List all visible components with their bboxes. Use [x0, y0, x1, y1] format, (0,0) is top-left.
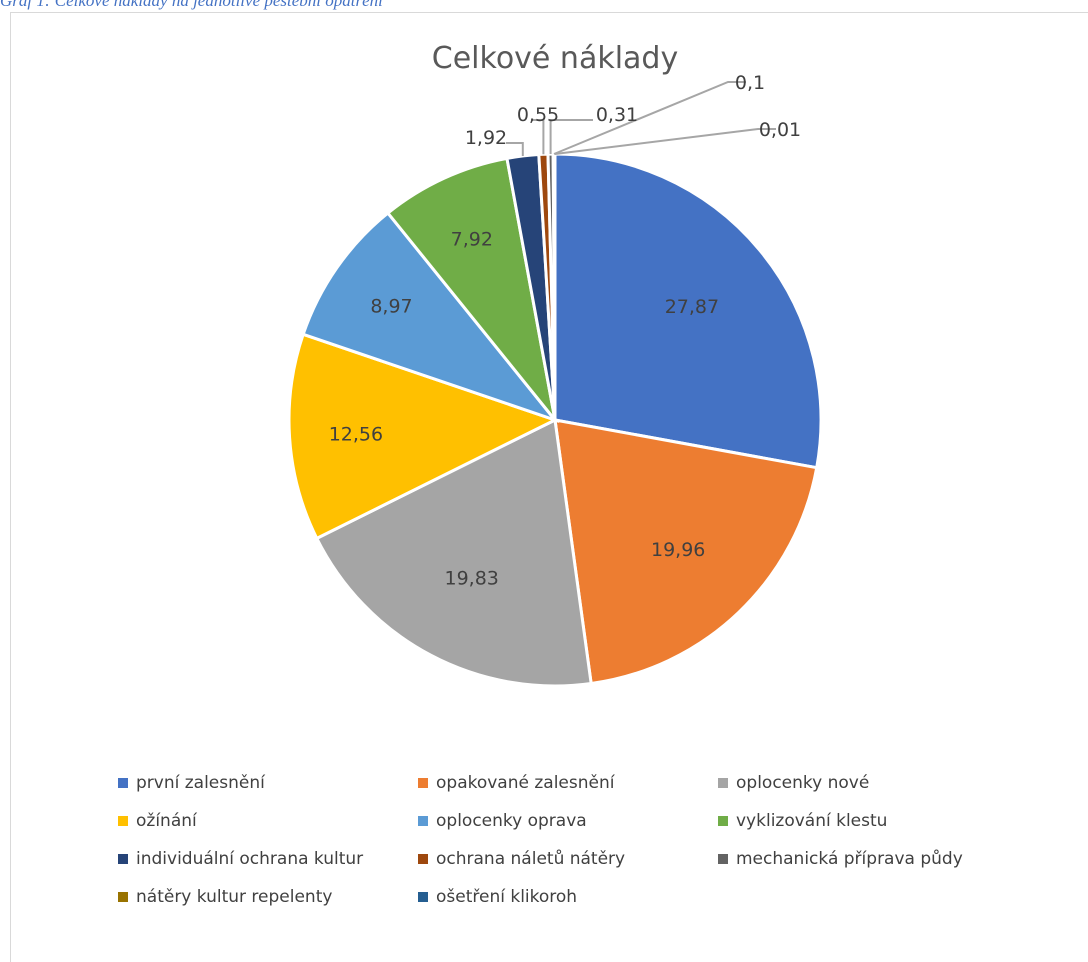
- legend-swatch: [718, 816, 728, 826]
- leader-line: [506, 143, 523, 156]
- legend-swatch: [718, 778, 728, 788]
- data-label: 19,96: [651, 539, 705, 561]
- legend-entry: oplocenky nové: [736, 773, 869, 793]
- data-label: 12,56: [329, 423, 383, 445]
- legend: první zalesnění opakované zalesnění oploce…: [118, 773, 963, 907]
- data-label: 8,97: [370, 296, 412, 318]
- legend-swatch: [118, 778, 128, 788]
- data-label: 1,92: [465, 127, 507, 149]
- data-label: 7,92: [451, 229, 493, 251]
- legend-swatch: [418, 892, 428, 902]
- legend-swatch: [418, 778, 428, 788]
- legend-entry: opakované zalesnění: [436, 773, 616, 793]
- legend-swatch: [718, 854, 728, 864]
- legend-swatch: [118, 892, 128, 902]
- legend-swatch: [418, 816, 428, 826]
- data-label: 0,55: [517, 104, 559, 126]
- leader-line: [555, 129, 776, 154]
- legend-swatch: [418, 854, 428, 864]
- data-label: 27,87: [665, 296, 719, 318]
- legend-entry: mechanická příprava půdy: [736, 849, 963, 869]
- legend-swatch: [118, 816, 128, 826]
- legend-entry: ožínání: [136, 811, 198, 831]
- legend-entry: ochrana náletů nátěry: [436, 849, 625, 869]
- legend-entry: oplocenky oprava: [436, 811, 587, 831]
- legend-entry: vyklizování klestu: [736, 811, 887, 831]
- legend-entry: nátěry kultur repelenty: [136, 887, 332, 907]
- data-label: 19,83: [444, 568, 498, 590]
- legend-entry: první zalesnění: [136, 773, 266, 793]
- legend-entry: ošetření klikoroh: [436, 887, 577, 907]
- data-label: 0,31: [596, 104, 638, 126]
- data-label: 0,1: [735, 72, 765, 94]
- pie-slices: [289, 154, 821, 686]
- legend-swatch: [118, 854, 128, 864]
- data-label: 0,01: [759, 119, 801, 141]
- chart-title: Celkové náklady: [432, 41, 678, 76]
- legend-entry: individuální ochrana kultur: [136, 849, 363, 869]
